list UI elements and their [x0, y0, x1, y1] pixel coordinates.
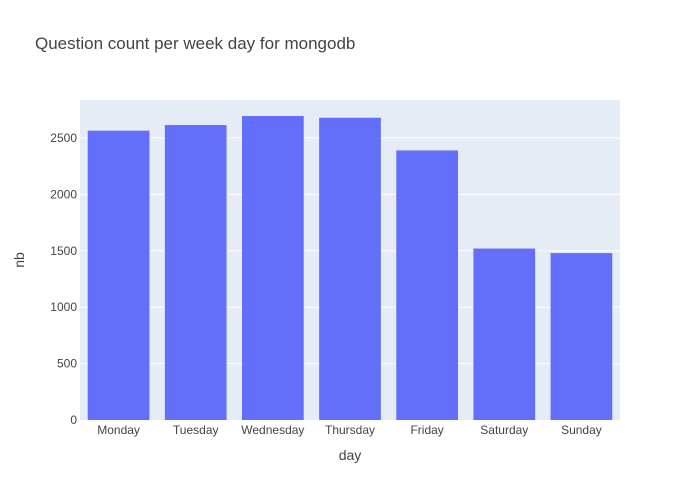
x-tick-label: Monday	[97, 423, 140, 437]
bar-monday[interactable]	[87, 130, 150, 420]
bar-friday[interactable]	[396, 150, 458, 420]
y-tick-label: 2500	[50, 131, 77, 145]
x-tick-label: Wednesday	[241, 423, 304, 437]
x-tick-labels: Monday Tuesday Wednesday Thursday Friday Satu…	[97, 423, 602, 437]
x-axis-title: day	[339, 447, 362, 463]
chart-title: Question count per week day for mongodb	[35, 34, 356, 53]
bars	[87, 116, 613, 421]
bar-wednesday[interactable]	[242, 116, 304, 421]
y-tick-label: 500	[57, 357, 77, 371]
x-tick-label: Tuesday	[173, 423, 219, 437]
bar-thursday[interactable]	[319, 117, 381, 420]
bar-saturday[interactable]	[473, 248, 536, 420]
bar-sunday[interactable]	[550, 253, 613, 420]
y-tick-label: 1000	[50, 300, 77, 314]
y-tick-label: 2000	[50, 187, 77, 201]
y-tick-label: 0	[70, 413, 77, 427]
x-tick-label: Thursday	[325, 423, 375, 437]
bar-tuesday[interactable]	[164, 125, 227, 421]
y-tick-label: 1500	[50, 244, 77, 258]
x-tick-label: Sunday	[561, 423, 602, 437]
y-tick-labels: 0 500 1000 1500 2000 2500	[50, 131, 77, 427]
x-tick-label: Friday	[410, 423, 443, 437]
x-tick-label: Saturday	[480, 423, 528, 437]
y-axis-title: nb	[11, 252, 27, 268]
